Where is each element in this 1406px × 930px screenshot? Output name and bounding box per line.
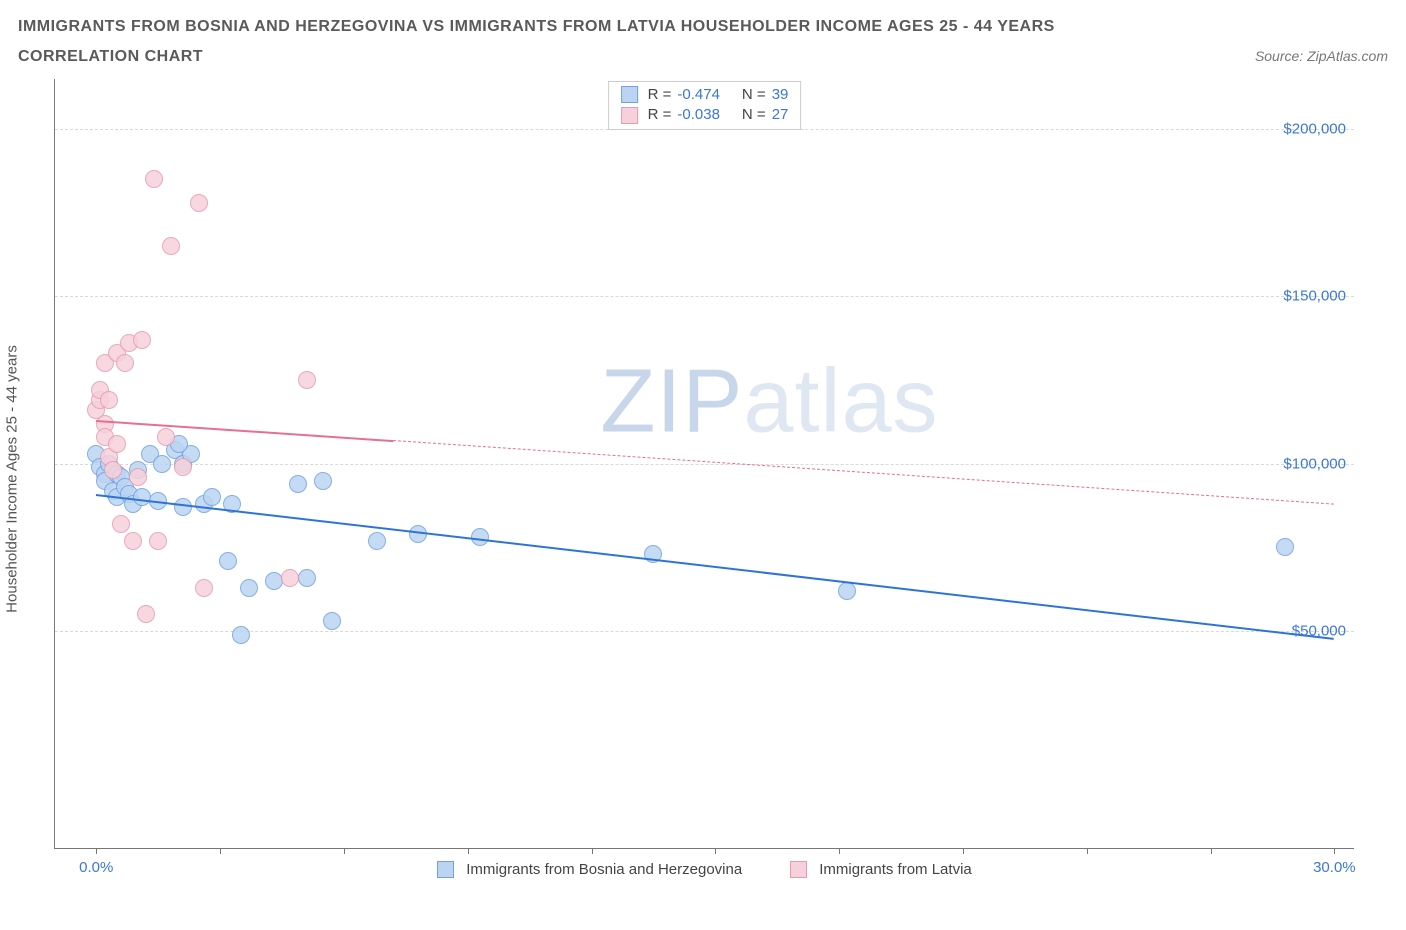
y-tick-label: $200,000 <box>1283 120 1346 137</box>
data-point-bosnia <box>174 498 192 516</box>
legend-swatch <box>790 861 807 878</box>
scatter-chart: Householder Income Ages 25 - 44 years ZI… <box>18 79 1358 879</box>
stats-row-latvia: R =-0.038 N = 27 <box>621 105 789 125</box>
x-tick <box>344 848 345 854</box>
n-label: N = <box>742 105 766 125</box>
r-label: R = <box>648 105 672 125</box>
x-tick <box>1087 848 1088 854</box>
x-tick <box>592 848 593 854</box>
data-point-latvia <box>281 569 299 587</box>
data-point-bosnia <box>838 582 856 600</box>
data-point-latvia <box>108 435 126 453</box>
y-tick-label: $100,000 <box>1283 455 1346 472</box>
data-point-latvia <box>157 428 175 446</box>
data-point-latvia <box>174 458 192 476</box>
plot-area: ZIPatlas$50,000$100,000$150,000$200,0000… <box>54 79 1354 849</box>
chart-title-block: IMMIGRANTS FROM BOSNIA AND HERZEGOVINA V… <box>18 12 1388 73</box>
x-tick <box>715 848 716 854</box>
data-point-latvia <box>129 468 147 486</box>
data-point-latvia <box>137 605 155 623</box>
data-point-latvia <box>298 371 316 389</box>
y-axis-label: Householder Income Ages 25 - 44 years <box>4 345 21 613</box>
data-point-bosnia <box>240 579 258 597</box>
legend-swatch <box>437 861 454 878</box>
x-tick-label: 0.0% <box>79 859 113 876</box>
n-value: 27 <box>772 105 789 125</box>
legend-item-latvia: Immigrants from Latvia <box>790 861 972 878</box>
gridline <box>55 464 1354 465</box>
stats-row-bosnia: R =-0.474 N = 39 <box>621 85 789 105</box>
r-value: -0.038 <box>677 105 720 125</box>
legend-item-bosnia: Immigrants from Bosnia and Herzegovina <box>437 861 742 878</box>
data-point-bosnia <box>265 572 283 590</box>
data-point-latvia <box>104 461 122 479</box>
data-point-latvia <box>112 515 130 533</box>
x-tick <box>1334 848 1335 854</box>
x-tick-label: 30.0% <box>1313 859 1356 876</box>
data-point-latvia <box>162 237 180 255</box>
data-point-latvia <box>116 354 134 372</box>
data-point-bosnia <box>232 626 250 644</box>
data-point-bosnia <box>298 569 316 587</box>
data-point-latvia <box>195 579 213 597</box>
r-value: -0.474 <box>677 85 720 105</box>
data-point-latvia <box>149 532 167 550</box>
x-tick <box>220 848 221 854</box>
data-point-bosnia <box>1276 538 1294 556</box>
data-point-bosnia <box>368 532 386 550</box>
n-label: N = <box>742 85 766 105</box>
r-label: R = <box>648 85 672 105</box>
x-tick <box>1211 848 1212 854</box>
legend-swatch <box>621 107 638 124</box>
data-point-bosnia <box>219 552 237 570</box>
data-point-bosnia <box>203 488 221 506</box>
data-point-bosnia <box>323 612 341 630</box>
watermark: ZIPatlas <box>600 350 938 453</box>
chart-title-line2: CORRELATION CHART <box>18 42 203 72</box>
data-point-latvia <box>190 194 208 212</box>
legend-label: Immigrants from Latvia <box>819 861 972 878</box>
x-tick <box>963 848 964 854</box>
x-tick <box>96 848 97 854</box>
data-point-bosnia <box>133 488 151 506</box>
x-tick <box>468 848 469 854</box>
data-point-bosnia <box>314 472 332 490</box>
data-point-latvia <box>100 391 118 409</box>
correlation-stats-box: R =-0.474 N = 39 R =-0.038 N = 27 <box>608 81 802 131</box>
data-point-latvia <box>124 532 142 550</box>
data-point-latvia <box>145 170 163 188</box>
legend-label: Immigrants from Bosnia and Herzegovina <box>466 861 742 878</box>
chart-title-line1: IMMIGRANTS FROM BOSNIA AND HERZEGOVINA V… <box>18 12 1388 42</box>
x-tick <box>839 848 840 854</box>
n-value: 39 <box>772 85 789 105</box>
chart-source: Source: ZipAtlas.com <box>1255 48 1388 64</box>
legend-swatch <box>621 86 638 103</box>
data-point-latvia <box>133 331 151 349</box>
trend-line <box>96 420 393 442</box>
y-tick-label: $150,000 <box>1283 288 1346 305</box>
data-point-bosnia <box>289 475 307 493</box>
gridline <box>55 631 1354 632</box>
gridline <box>55 296 1354 297</box>
trend-line <box>96 494 1334 640</box>
series-legend: Immigrants from Bosnia and Herzegovina Im… <box>55 861 1354 878</box>
